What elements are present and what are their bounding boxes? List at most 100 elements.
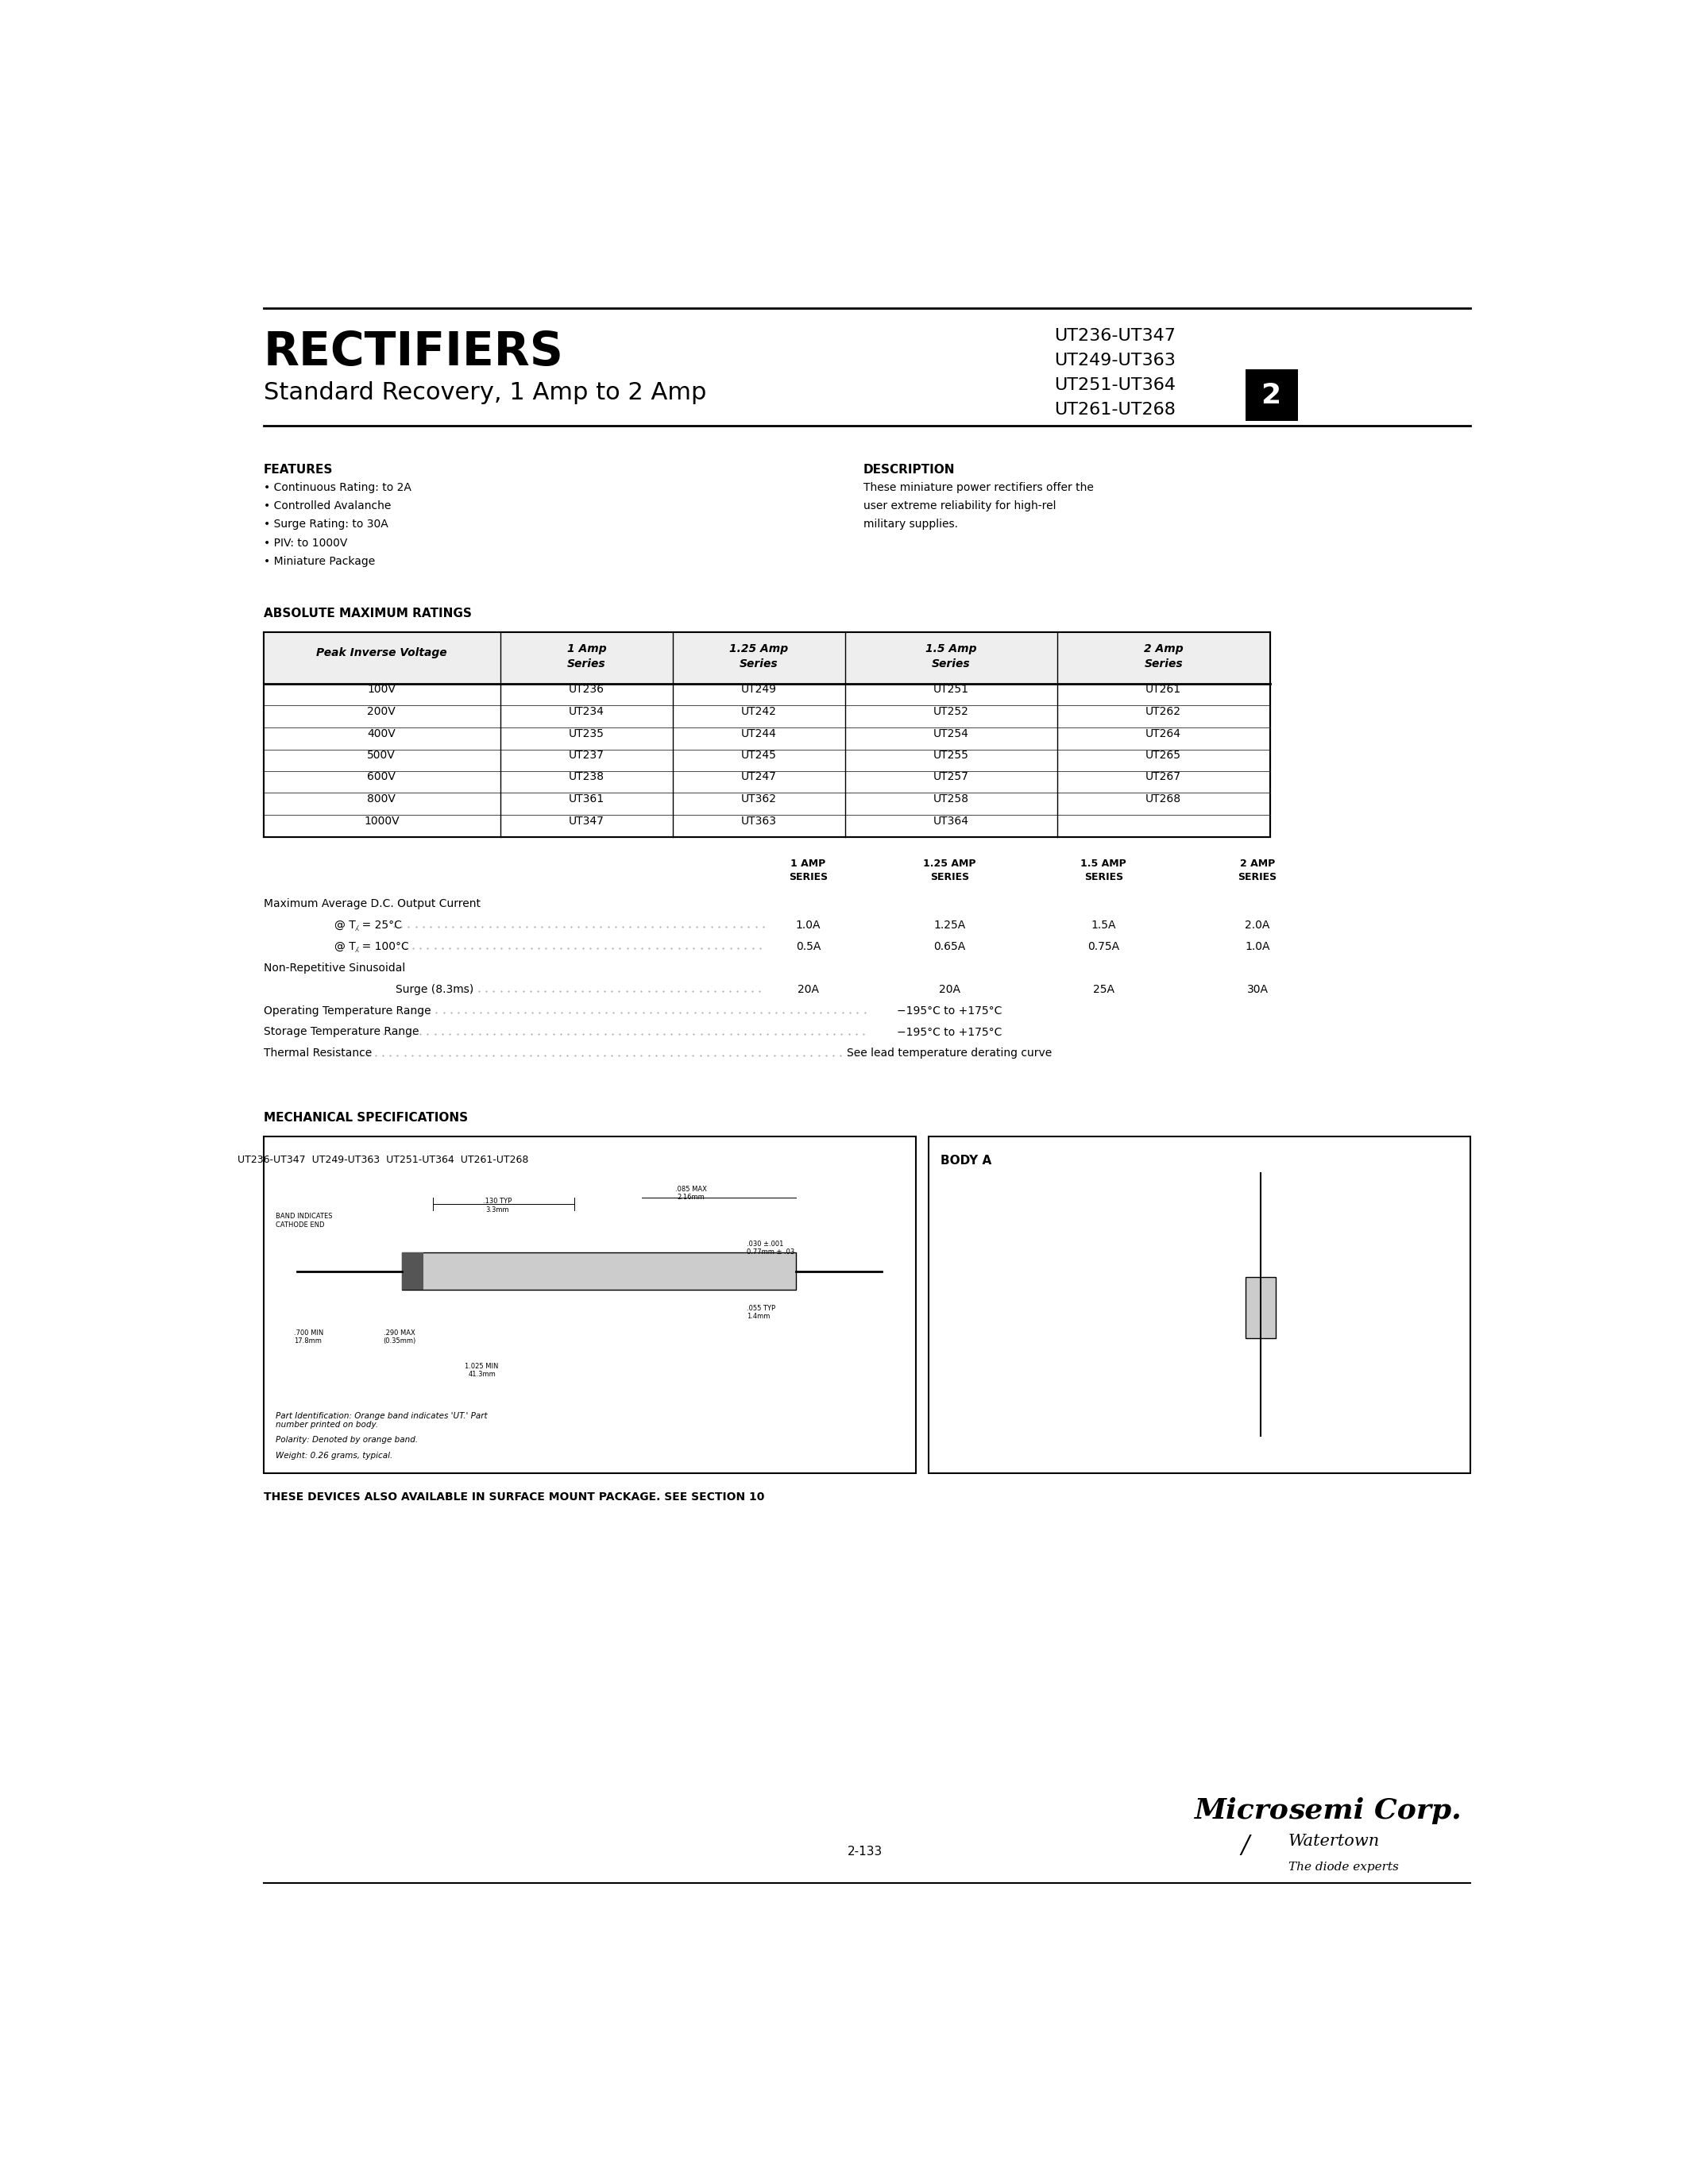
Text: UT236-UT347  UT249-UT363  UT251-UT364  UT261-UT268: UT236-UT347 UT249-UT363 UT251-UT364 UT26…	[238, 1155, 528, 1166]
Text: 2-133: 2-133	[847, 1845, 883, 1859]
Text: UT247: UT247	[741, 771, 776, 782]
Text: Series: Series	[932, 657, 971, 670]
Text: Part Identification: Orange band indicates 'UT.' Part
number printed on body.: Part Identification: Orange band indicat…	[275, 1411, 488, 1428]
Text: UT267: UT267	[1146, 771, 1182, 782]
Text: MECHANICAL SPECIFICATIONS: MECHANICAL SPECIFICATIONS	[263, 1112, 468, 1125]
Bar	[263, 1136, 917, 1472]
Bar	[928, 1136, 1470, 1472]
Text: Series: Series	[567, 657, 606, 670]
Text: user extreme reliability for high-rel: user extreme reliability for high-rel	[864, 500, 1057, 511]
Text: UT262: UT262	[1146, 705, 1182, 716]
Text: .085 MAX
2.16mm: .085 MAX 2.16mm	[675, 1186, 707, 1201]
Text: semi Corp.: semi Corp.	[1288, 1797, 1462, 1824]
Text: Series: Series	[1144, 657, 1183, 670]
Text: 800V: 800V	[368, 793, 395, 804]
Bar	[1246, 1278, 1276, 1339]
Text: UT238: UT238	[569, 771, 604, 782]
Text: SERIES: SERIES	[788, 871, 827, 882]
Text: • Miniature Package: • Miniature Package	[263, 555, 375, 566]
Text: 1 Amp: 1 Amp	[567, 642, 606, 655]
Text: 2 AMP: 2 AMP	[1241, 858, 1274, 869]
Text: 1.25 AMP: 1.25 AMP	[923, 858, 976, 869]
Text: UT268: UT268	[1146, 793, 1182, 804]
Text: • Controlled Avalanche: • Controlled Avalanche	[263, 500, 390, 511]
Text: 2: 2	[1261, 382, 1281, 408]
Text: Weight: 0.26 grams, typical.: Weight: 0.26 grams, typical.	[275, 1452, 393, 1459]
Text: Maximum Average D.C. Output Current: Maximum Average D.C. Output Current	[263, 898, 479, 909]
Text: 1.25A: 1.25A	[933, 919, 966, 930]
Text: 1 AMP: 1 AMP	[790, 858, 825, 869]
Text: 1.5 Amp: 1.5 Amp	[925, 642, 977, 655]
Text: UT362: UT362	[741, 793, 776, 804]
Text: Thermal Resistance: Thermal Resistance	[263, 1048, 371, 1059]
Text: 0.5A: 0.5A	[795, 941, 820, 952]
Text: UT236-UT347: UT236-UT347	[1055, 328, 1177, 345]
Text: UT249: UT249	[741, 684, 776, 695]
Text: FEATURES: FEATURES	[263, 463, 333, 476]
Text: 1.25 Amp: 1.25 Amp	[729, 642, 788, 655]
Text: UT265: UT265	[1146, 749, 1182, 762]
Text: BAND INDICATES
CATHODE END: BAND INDICATES CATHODE END	[275, 1212, 333, 1227]
Text: UT235: UT235	[569, 727, 604, 738]
Text: UT361: UT361	[569, 793, 604, 804]
Text: UT258: UT258	[933, 793, 969, 804]
Bar	[263, 631, 1269, 836]
Text: 1000V: 1000V	[365, 815, 400, 826]
Text: • PIV: to 1000V: • PIV: to 1000V	[263, 537, 348, 548]
Text: 2.0A: 2.0A	[1246, 919, 1269, 930]
Text: SERIES: SERIES	[1237, 871, 1278, 882]
Text: .030 ±.001
0.77mm ± .03: .030 ±.001 0.77mm ± .03	[746, 1241, 795, 1256]
Text: UT257: UT257	[933, 771, 969, 782]
Text: @ T⁁ = 25°C: @ T⁁ = 25°C	[334, 919, 402, 930]
Text: These miniature power rectifiers offer the: These miniature power rectifiers offer t…	[864, 483, 1094, 494]
Text: Surge (8.3ms): Surge (8.3ms)	[395, 983, 474, 994]
Text: 25A: 25A	[1092, 983, 1114, 994]
Text: 1.0A: 1.0A	[795, 919, 820, 930]
Text: .290 MAX
(0.35mm): .290 MAX (0.35mm)	[383, 1330, 417, 1345]
Text: UT255: UT255	[933, 749, 969, 762]
Text: .055 TYP
1.4mm: .055 TYP 1.4mm	[746, 1304, 775, 1319]
Text: • Surge Rating: to 30A: • Surge Rating: to 30A	[263, 520, 388, 531]
Text: 20A: 20A	[797, 983, 819, 994]
Text: BODY A: BODY A	[940, 1155, 991, 1166]
Text: Non-Repetitive Sinusoidal: Non-Repetitive Sinusoidal	[263, 963, 405, 974]
Text: UT251: UT251	[933, 684, 969, 695]
Text: UT236: UT236	[569, 684, 604, 695]
Text: 1.025 MIN
41.3mm: 1.025 MIN 41.3mm	[466, 1363, 498, 1378]
Text: RECTIFIERS: RECTIFIERS	[263, 330, 564, 376]
Text: 600V: 600V	[368, 771, 395, 782]
Text: • Continuous Rating: to 2A: • Continuous Rating: to 2A	[263, 483, 410, 494]
Text: UT261: UT261	[1146, 684, 1182, 695]
Text: Peak Inverse Voltage: Peak Inverse Voltage	[316, 646, 447, 657]
Text: Standard Recovery, 1 Amp to 2 Amp: Standard Recovery, 1 Amp to 2 Amp	[263, 382, 706, 404]
Text: UT245: UT245	[741, 749, 776, 762]
Text: Polarity: Denoted by orange band.: Polarity: Denoted by orange band.	[275, 1437, 419, 1444]
Text: 200V: 200V	[368, 705, 395, 716]
Text: 30A: 30A	[1247, 983, 1268, 994]
Text: .130 TYP
3.3mm: .130 TYP 3.3mm	[483, 1197, 511, 1212]
Text: UT249-UT363: UT249-UT363	[1055, 352, 1177, 369]
Text: 1.0A: 1.0A	[1246, 941, 1269, 952]
Text: Series: Series	[739, 657, 778, 670]
Text: 100V: 100V	[368, 684, 395, 695]
Text: Watertown: Watertown	[1288, 1835, 1379, 1850]
Text: −195°C to +175°C: −195°C to +175°C	[898, 1005, 1003, 1016]
Bar	[402, 1254, 424, 1289]
Text: SERIES: SERIES	[1084, 871, 1123, 882]
Text: /: /	[1241, 1835, 1249, 1859]
Text: UT242: UT242	[741, 705, 776, 716]
Text: SERIES: SERIES	[930, 871, 969, 882]
Bar	[402, 1254, 795, 1289]
Text: Operating Temperature Range: Operating Temperature Range	[263, 1005, 430, 1016]
Text: DESCRIPTION: DESCRIPTION	[864, 463, 955, 476]
Text: 2 Amp: 2 Amp	[1144, 642, 1183, 655]
Text: 20A: 20A	[939, 983, 960, 994]
Text: UT347: UT347	[569, 815, 604, 826]
Text: UT264: UT264	[1146, 727, 1182, 738]
Text: −195°C to +175°C: −195°C to +175°C	[898, 1026, 1003, 1037]
Bar	[263, 631, 1269, 684]
Text: .700 MIN
17.8mm: .700 MIN 17.8mm	[294, 1330, 324, 1345]
Text: UT364: UT364	[933, 815, 969, 826]
Text: Storage Temperature Range: Storage Temperature Range	[263, 1026, 419, 1037]
Text: UT252: UT252	[933, 705, 969, 716]
